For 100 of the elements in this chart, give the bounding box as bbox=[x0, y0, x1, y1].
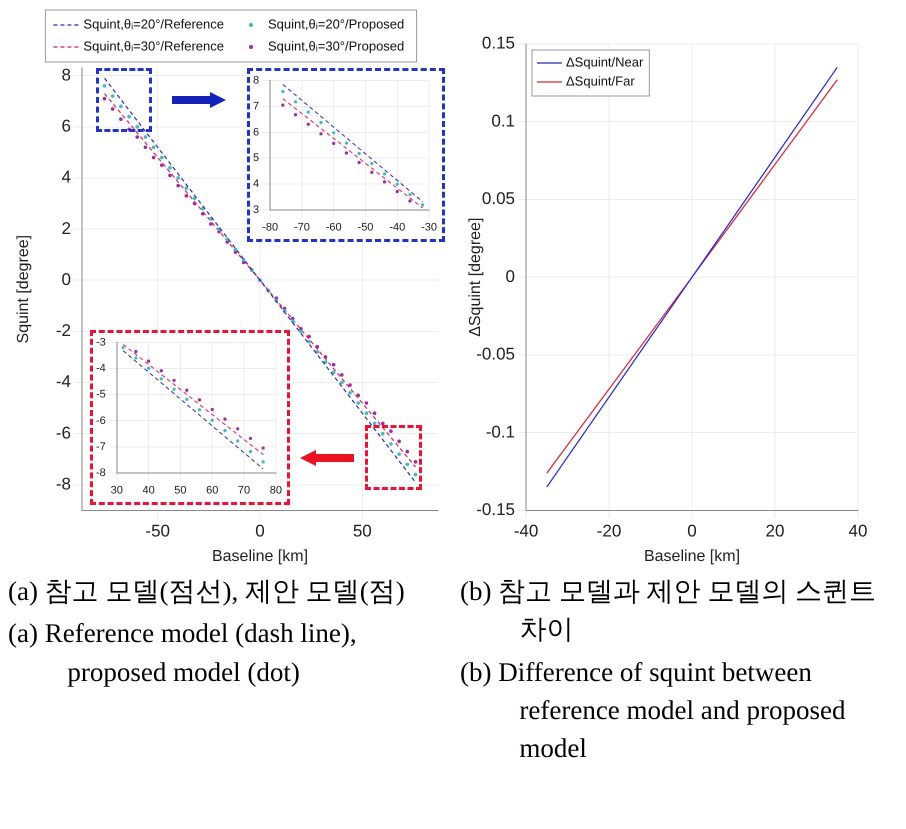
point bbox=[152, 156, 156, 160]
point bbox=[172, 388, 176, 391]
point bbox=[406, 462, 410, 466]
y-tick-label: -0.05 bbox=[476, 344, 515, 364]
y-tick-label: -5 bbox=[96, 388, 106, 401]
point bbox=[294, 113, 298, 116]
point bbox=[340, 380, 344, 384]
point bbox=[144, 135, 148, 139]
point bbox=[210, 408, 214, 412]
point bbox=[396, 182, 399, 186]
y-tick-label: -8 bbox=[96, 466, 106, 479]
point bbox=[184, 194, 188, 198]
point bbox=[397, 440, 401, 444]
y-tick-label: 5 bbox=[252, 152, 260, 164]
point bbox=[380, 432, 385, 436]
point bbox=[414, 472, 418, 476]
point bbox=[421, 203, 424, 206]
x-tick-label: -70 bbox=[294, 221, 310, 234]
y-tick-label: 2 bbox=[62, 218, 71, 238]
point bbox=[370, 170, 374, 174]
y-tick-label: -8 bbox=[56, 474, 71, 494]
point bbox=[315, 350, 320, 354]
x-tick-label: -40 bbox=[389, 221, 406, 234]
point bbox=[223, 429, 227, 432]
point bbox=[168, 166, 172, 170]
point bbox=[225, 238, 230, 242]
point bbox=[344, 151, 348, 155]
x-tick-label: -50 bbox=[358, 221, 374, 234]
point bbox=[110, 94, 114, 98]
x-tick-label: 70 bbox=[238, 484, 250, 496]
point bbox=[380, 422, 385, 426]
legend-label: Squint,θᵢ=30°/Reference bbox=[83, 38, 224, 54]
point bbox=[324, 360, 328, 364]
point bbox=[160, 156, 164, 160]
point bbox=[147, 366, 150, 370]
zoom-frame: 30 40 50 60 70 80 -8 -7 -6 -5 -4 -3 bbox=[90, 330, 290, 505]
y-tick-label: -0.1 bbox=[486, 422, 515, 442]
point bbox=[176, 176, 180, 180]
point bbox=[382, 172, 386, 176]
text: (a) 참고 모델(점선), 제안 모델(점) bbox=[8, 575, 406, 608]
point bbox=[134, 356, 138, 360]
x-tick-label: -80 bbox=[262, 221, 278, 234]
x-tick-label: 20 bbox=[766, 521, 784, 540]
y-tick-label: 7 bbox=[252, 100, 260, 112]
point bbox=[332, 142, 336, 145]
point bbox=[147, 359, 150, 363]
point bbox=[185, 398, 188, 401]
y-tick-label: -4 bbox=[56, 372, 71, 392]
point bbox=[332, 362, 336, 366]
point bbox=[348, 390, 352, 395]
zoom-frame: -80 -70 -60 -50 -40 -30 3 4 5 6 7 8 bbox=[247, 68, 445, 242]
point bbox=[102, 96, 106, 100]
x-axis-title: Baseline [km] bbox=[644, 548, 740, 565]
x-tick-label: 50 bbox=[352, 521, 372, 540]
y-tick-label: 8 bbox=[62, 65, 71, 84]
x-tick-label: -40 bbox=[514, 521, 538, 540]
point bbox=[344, 142, 348, 145]
point bbox=[210, 418, 214, 422]
x-tick-label: 0 bbox=[687, 521, 697, 540]
point bbox=[307, 340, 311, 344]
point bbox=[184, 186, 188, 190]
y-tick-label: -2 bbox=[56, 321, 71, 340]
x-tick-label: 40 bbox=[848, 521, 868, 540]
legend-label: Squint,θᵢ=20°/Reference bbox=[83, 16, 224, 32]
y-tick-label: 0 bbox=[506, 266, 515, 286]
x-tick-label: -60 bbox=[326, 221, 342, 234]
y-tick-label: -3 bbox=[96, 336, 106, 349]
y-tick-label: -6 bbox=[96, 414, 106, 427]
y-tick-label: -4 bbox=[96, 362, 106, 375]
point bbox=[262, 460, 265, 464]
y-tick-label: 0.1 bbox=[491, 111, 515, 130]
point bbox=[281, 104, 284, 107]
text: (a) Reference model (dash line), proposed model (dot) bbox=[8, 617, 358, 689]
point bbox=[160, 377, 163, 380]
y-tick-label: -6 bbox=[56, 423, 71, 442]
point bbox=[168, 174, 172, 178]
point bbox=[332, 131, 336, 134]
point bbox=[408, 199, 412, 203]
y-axis-title: ΔSquint [degree] bbox=[467, 218, 484, 337]
x-tick-label: -30 bbox=[421, 221, 438, 234]
point bbox=[144, 145, 148, 150]
point bbox=[382, 180, 386, 184]
point bbox=[185, 388, 188, 392]
point bbox=[248, 450, 252, 454]
x-tick-label: -20 bbox=[596, 521, 622, 540]
y-tick-label: -0.15 bbox=[476, 500, 515, 520]
point bbox=[262, 446, 265, 450]
point bbox=[406, 450, 410, 454]
point bbox=[110, 107, 114, 111]
legend-label: ΔSquint/Near bbox=[566, 54, 644, 70]
y-tick-label: 0.05 bbox=[482, 189, 515, 208]
point bbox=[176, 184, 180, 188]
point bbox=[135, 135, 140, 139]
y-tick-label: -7 bbox=[96, 440, 106, 453]
point bbox=[364, 401, 368, 405]
y-tick-label: 0 bbox=[62, 270, 71, 289]
point bbox=[172, 378, 176, 382]
point bbox=[102, 84, 106, 88]
point bbox=[198, 408, 202, 412]
point bbox=[152, 145, 156, 150]
